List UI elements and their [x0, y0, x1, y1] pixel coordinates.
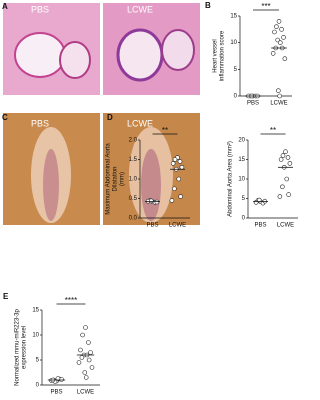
data-point [172, 157, 178, 162]
y-tick-label: 1.5 [129, 157, 138, 163]
data-point [272, 29, 277, 35]
data-point [82, 370, 88, 375]
panel-letter: C [2, 113, 8, 122]
data-point [286, 192, 291, 197]
y-tick-label: 0 [234, 94, 238, 100]
panel-a-images [3, 3, 200, 95]
data-point [274, 24, 279, 29]
data-point [284, 176, 290, 182]
data-point [80, 332, 85, 338]
data-point [275, 37, 281, 43]
x-tick-label: PBS [146, 223, 158, 229]
y-axis-label: Normalized mmu-miR223-3p [15, 308, 21, 385]
y-tick-label: 0.5 [129, 196, 138, 202]
panel-letter: A [2, 2, 8, 11]
data-point [176, 176, 182, 182]
data-point [278, 157, 284, 162]
data-point [169, 198, 175, 203]
data-point [83, 325, 88, 330]
data-point [76, 360, 82, 365]
significance: *** [261, 2, 270, 11]
data-point [83, 375, 89, 380]
data-point [177, 159, 183, 164]
image-label: PBS [31, 4, 49, 14]
data-point [279, 27, 284, 32]
data-point [178, 194, 183, 199]
x-tick-label: LCWE [77, 390, 94, 396]
x-tick-label: PBS [247, 101, 259, 107]
data-point [277, 194, 283, 199]
data-point [78, 347, 83, 353]
y-tick-label: 15 [238, 157, 245, 163]
data-point [256, 197, 262, 203]
data-point [280, 184, 285, 190]
data-point [276, 88, 281, 93]
y-tick-label: 5 [36, 358, 40, 364]
y-axis-label: expression level [22, 326, 28, 369]
image-label: LCWE [127, 118, 153, 128]
image-label: LCWE [127, 4, 153, 14]
data-point [283, 149, 288, 154]
data-point [148, 198, 154, 204]
panel-letter: D [107, 113, 113, 122]
y-tick-label: 20 [238, 138, 245, 144]
figure: A PBS LCWE C PBS LCWE B 0 5 10 15 Heart vesse… [2, 1, 298, 396]
y-tick-label: 15 [230, 14, 237, 20]
data-point [281, 35, 286, 40]
panel-letter: E [3, 292, 9, 301]
data-point [287, 161, 293, 166]
y-tick-label: 10 [238, 177, 245, 183]
x-tick-label: PBS [50, 390, 62, 396]
data-point [79, 355, 85, 360]
data-point [86, 357, 92, 363]
data-point [285, 155, 291, 160]
y-tick-label: 10 [32, 333, 39, 339]
data-point [89, 365, 95, 370]
y-tick-label: 0.0 [129, 216, 138, 222]
significance: ** [162, 126, 168, 135]
data-point [277, 40, 283, 45]
data-point [170, 161, 176, 166]
x-tick-label: PBS [254, 223, 266, 229]
data-point [88, 350, 93, 355]
y-tick-label: 1.0 [129, 177, 138, 183]
y-axis-label: Heart vessel [213, 39, 219, 72]
significance: **** [65, 296, 77, 305]
y-tick-label: 15 [32, 308, 39, 314]
y-axis-label: Abdominal Aorta Area (mm²) [228, 141, 234, 217]
data-point [277, 93, 282, 99]
data-point [282, 56, 288, 61]
data-point [55, 376, 61, 381]
y-tick-label: 0 [36, 383, 40, 389]
x-tick-label: LCWE [270, 101, 287, 107]
y-tick-label: 0 [242, 216, 246, 222]
x-tick-label: LCWE [277, 223, 294, 229]
y-axis-label: Dilatation [113, 166, 119, 191]
data-point [179, 165, 185, 170]
panel-letter: B [205, 1, 211, 10]
y-tick-label: 2.0 [129, 138, 138, 144]
data-point [86, 340, 91, 345]
y-axis-label: inflammation score [220, 30, 226, 81]
y-axis-label: Maximum Abdominal Aorta [106, 143, 112, 215]
data-point [172, 186, 177, 192]
y-tick-label: 5 [234, 67, 238, 73]
data-point [276, 19, 282, 24]
data-point [270, 51, 276, 56]
y-axis-label: (mm) [120, 172, 126, 186]
significance: ** [270, 126, 276, 135]
image-label: PBS [31, 118, 49, 128]
x-tick-label: LCWE [169, 223, 186, 229]
data-point [280, 153, 286, 158]
y-tick-label: 5 [242, 196, 246, 202]
y-tick-label: 10 [230, 40, 237, 46]
